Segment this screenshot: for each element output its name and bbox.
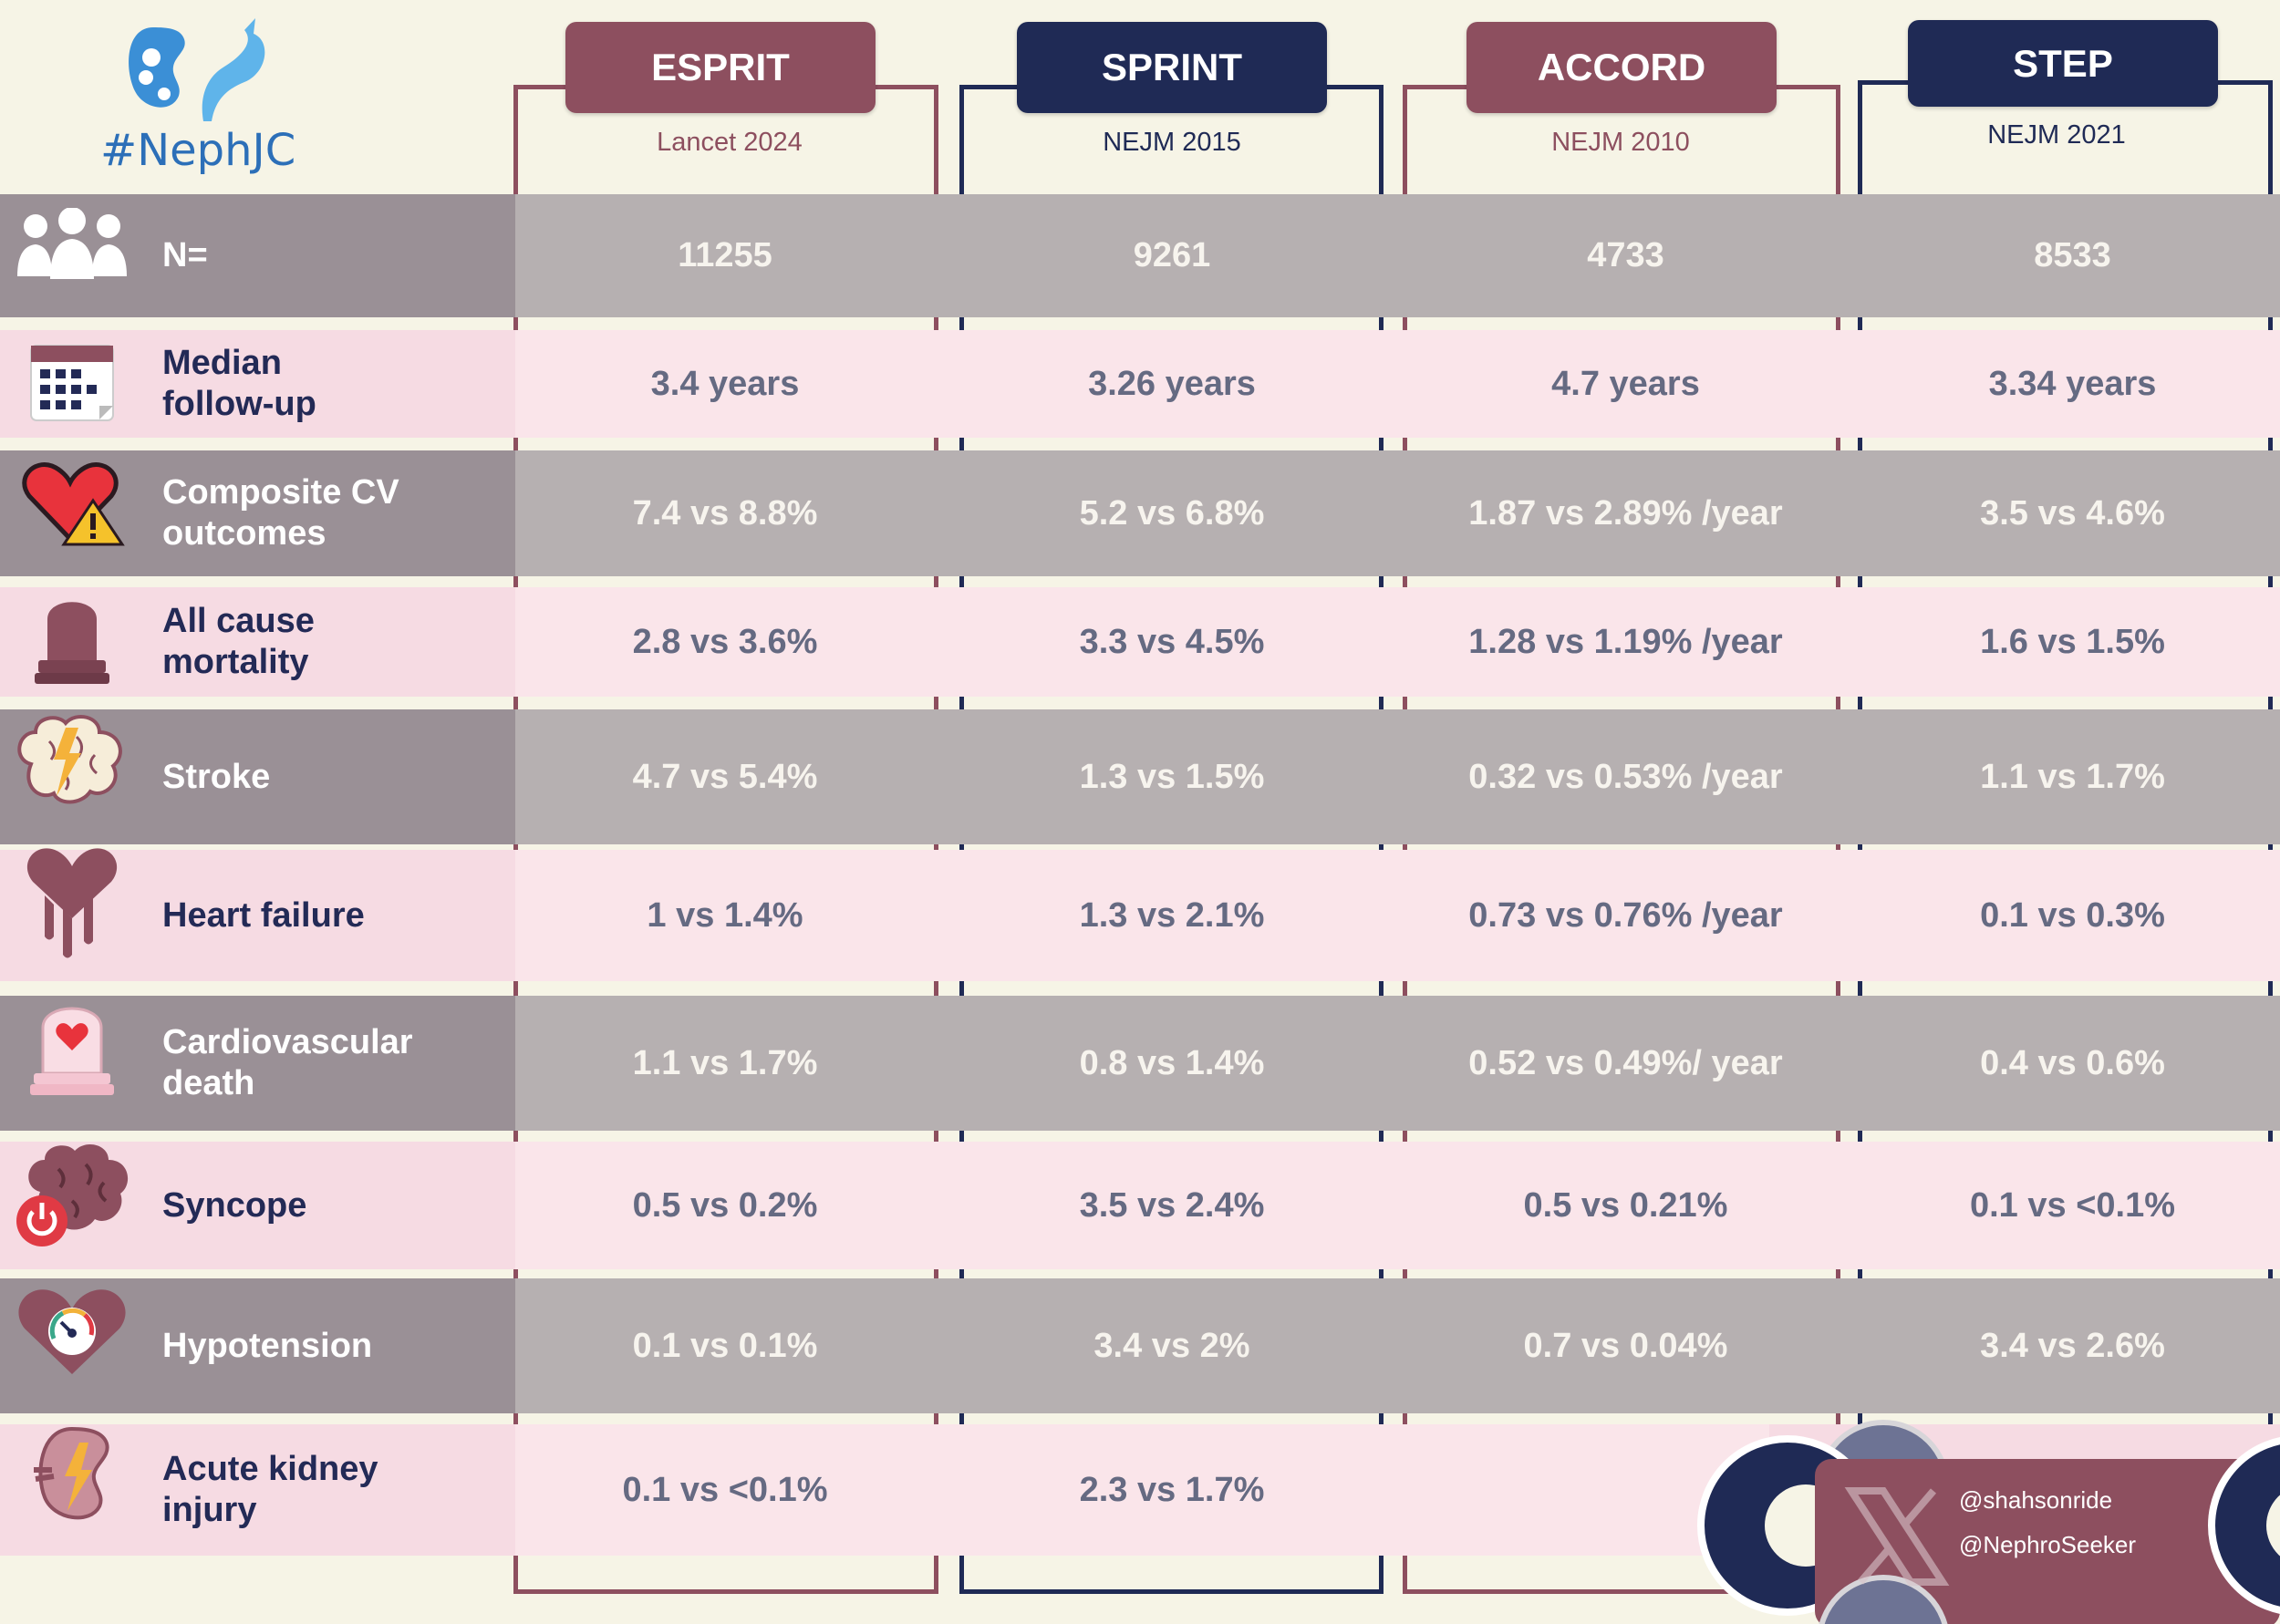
cell-esprit: 0.1 vs 0.1% (632, 1326, 818, 1365)
cell-sprint: 9261 (1133, 236, 1211, 274)
cell-esprit: 1.1 vs 1.7% (632, 1043, 818, 1082)
kidney-lightning-icon (13, 1424, 131, 1525)
column-header-sprint: SPRINT (1017, 22, 1327, 113)
table-row: Composite CV outcomes 7.4 vs 8.8% 5.2 vs… (0, 450, 2280, 576)
decorative-rings (1697, 1420, 2280, 1624)
cell-accord: 0.32 vs 0.53% /year (1468, 757, 1783, 796)
heart-grave-icon (13, 996, 131, 1096)
logo-text: #NephJC (100, 125, 296, 176)
table-row: All cause mortality 2.8 vs 3.6% 3.3 vs 4… (0, 587, 2280, 697)
cell-accord: 0.73 vs 0.76% /year (1468, 895, 1783, 935)
row-label: Syncope (162, 1185, 307, 1225)
cell-sprint: 1.3 vs 1.5% (1079, 757, 1265, 796)
cell-accord: 0.5 vs 0.21% (1523, 1185, 1728, 1225)
cell-esprit: 11255 (678, 236, 772, 274)
row-label: Acute kidney injury (162, 1450, 378, 1529)
cell-accord: 4733 (1587, 236, 1664, 274)
heart-warning-icon (13, 450, 131, 551)
heart-gauge-icon (13, 1278, 131, 1379)
column-source-accord: NEJM 2010 (1551, 128, 1690, 157)
column-source-esprit: Lancet 2024 (657, 128, 803, 157)
cell-step: 0.4 vs 0.6% (1980, 1043, 2165, 1082)
nephjc-logo: #NephJC (100, 14, 301, 178)
column-source-step: NEJM 2021 (1987, 120, 2126, 150)
calendar-icon (13, 330, 131, 430)
table-row: N= 11255 9261 4733 8533 (0, 194, 2280, 317)
table-row: Median follow-up 3.4 years 3.26 years 4.… (0, 330, 2280, 438)
table-row: Heart failure 1 vs 1.4% 1.3 vs 2.1% 0.73… (0, 848, 2280, 981)
cell-sprint: 3.5 vs 2.4% (1079, 1185, 1265, 1225)
cell-sprint: 5.2 vs 6.8% (1079, 493, 1265, 533)
cell-sprint: 1.3 vs 2.1% (1079, 895, 1265, 935)
row-label: Hypotension (162, 1326, 373, 1365)
column-header-esprit: ESPRIT (565, 22, 876, 113)
cell-step: 3.4 vs 2.6% (1980, 1326, 2165, 1365)
cell-step: 0.1 vs <0.1% (1969, 1185, 2175, 1225)
cell-esprit: 3.4 years (650, 364, 800, 403)
cell-esprit: 0.5 vs 0.2% (632, 1185, 818, 1225)
credit-handle-1: @shahsonride (1959, 1486, 2113, 1514)
tombstone-icon (13, 587, 131, 688)
cell-esprit: 2.8 vs 3.6% (632, 622, 818, 661)
cell-step: 1.1 vs 1.7% (1980, 757, 2165, 796)
column-header-accord: ACCORD (1466, 22, 1777, 113)
table-row: Cardiovascular death 1.1 vs 1.7% 0.8 vs … (0, 996, 2280, 1131)
cell-accord: 1.87 vs 2.89% /year (1468, 493, 1783, 533)
x-logo-icon (1844, 1487, 1950, 1586)
row-label: Heart failure (162, 895, 365, 935)
cell-accord: 4.7 years (1551, 364, 1700, 403)
brain-lightning-icon (13, 709, 131, 810)
cell-sprint: 3.26 years (1088, 364, 1256, 403)
row-label: Composite CV outcomes (162, 473, 399, 553)
table-row: Stroke 4.7 vs 5.4% 1.3 vs 1.5% 0.32 vs 0… (0, 709, 2280, 844)
cell-esprit: 1 vs 1.4% (647, 895, 803, 935)
row-label: Median follow-up (162, 344, 316, 423)
column-source-sprint: NEJM 2015 (1103, 128, 1241, 157)
cell-accord: 0.7 vs 0.04% (1523, 1326, 1728, 1365)
cell-accord: 1.28 vs 1.19% /year (1468, 622, 1783, 661)
cell-step: 1.6 vs 1.5% (1980, 622, 2165, 661)
row-label: Stroke (162, 757, 271, 796)
row-label: N= (162, 236, 208, 274)
cell-step: 3.34 years (1988, 364, 2157, 403)
melting-heart-icon (13, 848, 131, 958)
cell-sprint: 3.3 vs 4.5% (1079, 622, 1265, 661)
cell-sprint: 2.3 vs 1.7% (1079, 1470, 1265, 1509)
row-label: All cause mortality (162, 602, 315, 681)
table-row: Hypotension 0.1 vs 0.1% 3.4 vs 2% 0.7 vs… (0, 1278, 2280, 1413)
cell-accord: 0.52 vs 0.49%/ year (1468, 1043, 1783, 1082)
row-label: Cardiovascular death (162, 1023, 413, 1102)
cell-step: 8533 (2034, 236, 2111, 274)
cell-sprint: 0.8 vs 1.4% (1079, 1043, 1265, 1082)
table-row: Syncope 0.5 vs 0.2% 3.5 vs 2.4% 0.5 vs 0… (0, 1142, 2280, 1269)
column-header-step: STEP (1908, 20, 2218, 107)
credits-badge: @shahsonride @NephroSeeker (1678, 1418, 2280, 1624)
brain-power-icon (13, 1142, 131, 1246)
cell-esprit: 4.7 vs 5.4% (632, 757, 818, 796)
cell-step: 3.5 vs 4.6% (1980, 493, 2165, 533)
cell-sprint: 3.4 vs 2% (1093, 1326, 1250, 1365)
kidney-logo-icon (129, 18, 265, 121)
people-icon (13, 194, 131, 295)
cell-step: 0.1 vs 0.3% (1980, 895, 2165, 935)
credit-handle-2: @NephroSeeker (1959, 1531, 2137, 1558)
cell-esprit: 0.1 vs <0.1% (622, 1470, 828, 1509)
cell-esprit: 7.4 vs 8.8% (632, 493, 818, 533)
